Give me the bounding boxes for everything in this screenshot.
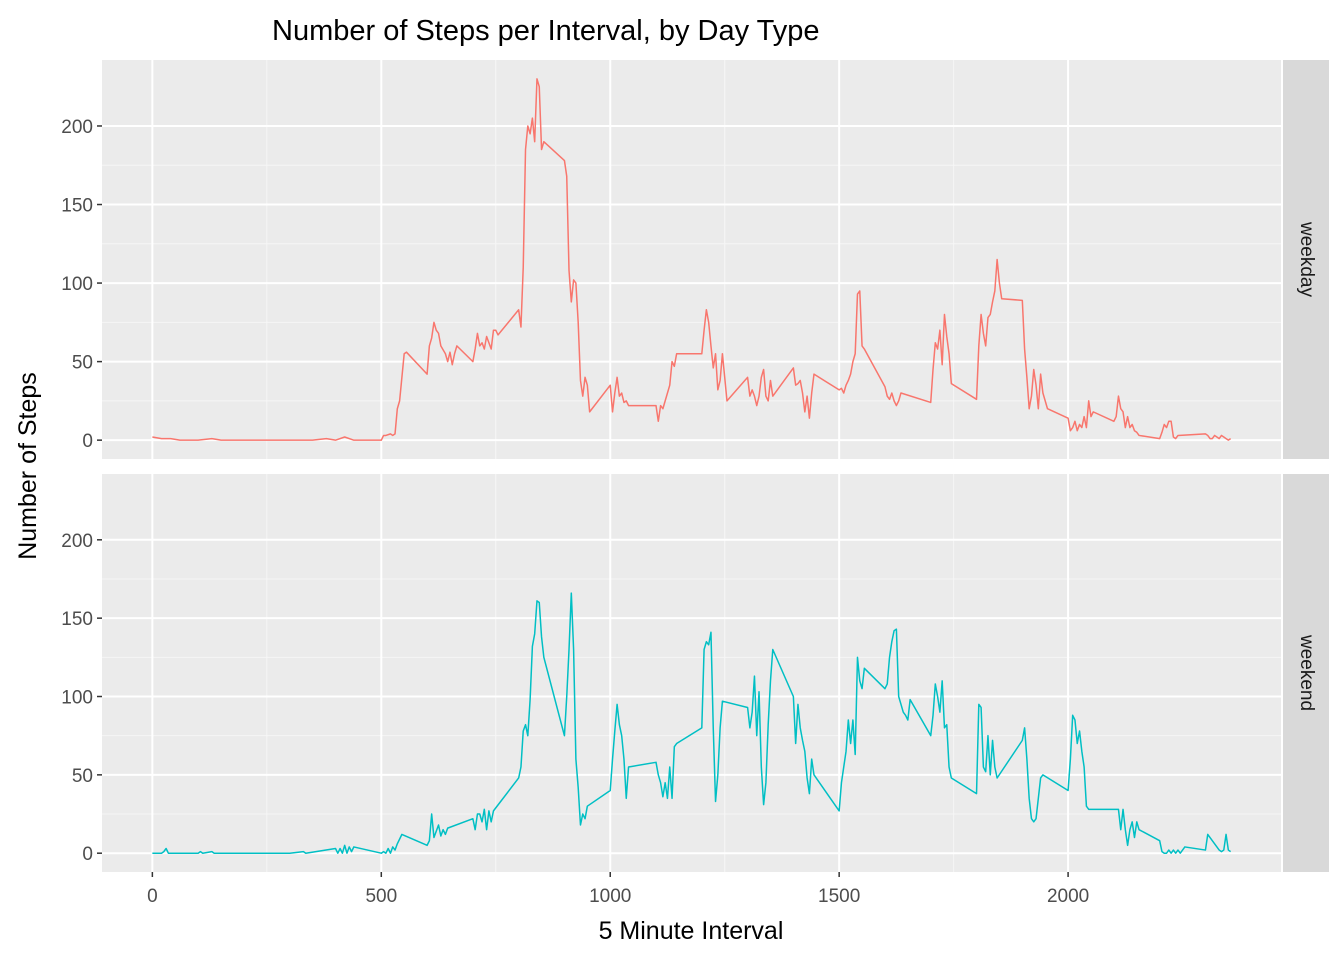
y-axis-title: Number of Steps xyxy=(14,372,42,560)
series-line-weekend xyxy=(152,592,1232,854)
y-tick-label: 100 xyxy=(61,274,93,295)
x-axis-title: 5 Minute Interval xyxy=(599,917,784,945)
x-tick-label: 1500 xyxy=(818,886,860,907)
x-tick-label: 1000 xyxy=(589,886,631,907)
series-line-weekday xyxy=(152,78,1232,441)
panel-weekend: 0 50 100 150 200 weekend xyxy=(61,474,1329,872)
facet-strip xyxy=(1283,474,1329,872)
facet-strip xyxy=(1283,60,1329,459)
y-tick-label: 0 xyxy=(82,431,93,452)
panel-background xyxy=(102,474,1281,872)
y-tick-label: 200 xyxy=(61,531,93,552)
x-tick-label: 2000 xyxy=(1047,886,1089,907)
facet-strip-label: weekend xyxy=(1296,634,1317,711)
panel-background xyxy=(102,60,1281,459)
y-tick-label: 0 xyxy=(82,844,93,865)
facet-strip-label: weekday xyxy=(1296,221,1317,297)
x-tick-label: 500 xyxy=(365,886,397,907)
y-tick-label: 100 xyxy=(61,688,93,709)
y-tick-label: 150 xyxy=(61,609,93,630)
panel-weekday: 0 50 100 150 200 weekday xyxy=(61,60,1329,459)
y-tick-label: 50 xyxy=(72,353,93,374)
y-tick-label: 200 xyxy=(61,117,93,138)
y-tick-label: 50 xyxy=(72,766,93,787)
y-tick-label: 150 xyxy=(61,196,93,217)
panels: 0 50 100 150 200 weekday 0 50 100 150 200 weekend 0 5… xyxy=(61,60,1329,907)
x-tick-label: 0 xyxy=(147,886,158,907)
chart-title: Number of Steps per Interval, by Day Typ… xyxy=(272,15,820,47)
